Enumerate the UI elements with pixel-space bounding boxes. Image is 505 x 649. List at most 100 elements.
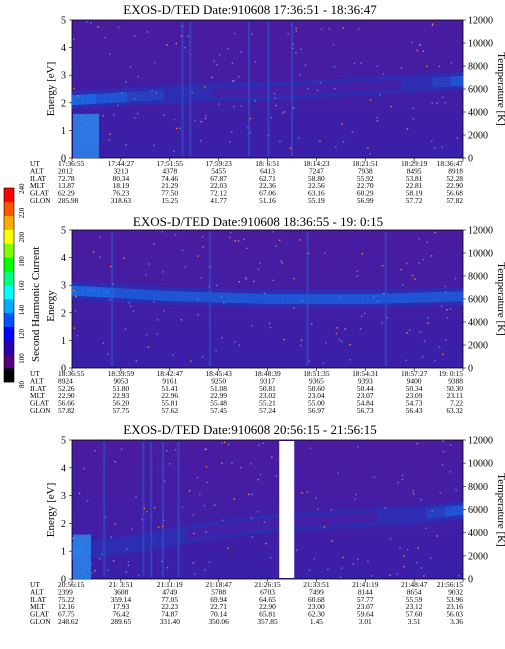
band-core [377,512,384,523]
band-core [310,84,317,95]
ephemeris-value: 22.90 [259,602,276,611]
ephemeris-value: 22.90 [446,181,463,190]
noise-speck [258,444,260,446]
noise-speck [434,360,436,362]
ephemeris-value: 15.25 [161,196,178,205]
noise-speck [449,308,452,310]
band-core [346,294,354,304]
y2-ticks: 0 2000 4000 6000 8000 10000 12000 [463,436,493,586]
noise-speck [325,341,327,344]
band-core [163,533,171,544]
band-core [126,91,134,102]
band-core [255,519,262,530]
noise-speck [107,353,109,355]
ephemeris-table: UTALTILATMLTGLATGLON18:36:55892452.2622.… [30,368,463,415]
ephemeris-value: 8144 [358,587,373,596]
band-core [328,294,336,304]
ephemeris-row-label: UT [30,159,40,168]
noise-speck [306,491,309,494]
ephemeris-value: 56.73 [357,406,374,415]
band-core [346,82,354,93]
band-core [243,293,250,304]
band-core [322,83,329,94]
noise-speck [357,446,359,448]
band-core [426,508,433,519]
time-streak [177,442,180,577]
y-tick-label: 5 [61,436,66,447]
band-core [426,77,433,88]
noise-speck [354,498,356,500]
band-core [304,84,311,95]
band-core [206,526,213,537]
noise-speck [92,251,95,253]
noise-speck [386,316,388,319]
noise-speck [130,305,132,308]
noise-speck [319,140,321,143]
noise-speck [99,236,101,238]
noise-speck [259,474,262,476]
x-tick-label: 18:14:23 [303,159,330,168]
noise-speck [163,309,166,312]
noise-speck [444,102,447,104]
ephemeris-value: 57.82 [446,196,463,205]
y2-tick-label: 8000 [468,62,488,73]
noise-speck [72,537,74,540]
noise-speck [412,493,415,495]
ephemeris-value: 5455 [211,166,226,175]
band-core [249,520,256,531]
ephemeris-value: 56.99 [357,196,374,205]
noise-speck [181,249,184,251]
ephemeris-value: 54.73 [406,399,423,408]
y-tick-label: 1 [61,547,66,558]
noise-speck [431,140,433,143]
y-tick-label: 2 [61,98,66,109]
band-core [236,86,244,97]
noise-speck [240,51,242,53]
noise-speck [231,62,234,64]
noise-speck [446,309,448,311]
ephemeris-value: 9393 [358,376,373,385]
noise-speck [322,362,325,365]
x-tick-label: 21:11:19 [157,580,183,589]
noise-speck [208,561,211,563]
noise-speck [406,332,408,334]
ephemeris-value: 13.87 [58,181,75,190]
noise-speck [213,60,215,62]
band-core [157,534,165,545]
ephemeris-row-label: ILAT [30,595,46,604]
noise-speck [433,147,436,149]
ephemeris-value: 77.05 [161,595,178,604]
noise-speck [268,322,271,325]
y2-axis-label: Temperature [K] [495,52,505,125]
y-tick-label: 3 [61,71,66,82]
colorbar-cell [4,188,14,203]
noise-speck [339,576,342,579]
noise-speck [162,271,164,273]
noise-speck [442,450,445,453]
noise-speck [335,146,337,148]
colorbar-tick-label: 180 [18,256,26,267]
ephemeris-row-label: ILAT [30,384,46,393]
band-core [157,290,165,301]
noise-speck [449,444,452,446]
band-core [218,86,226,97]
band-core [444,291,452,302]
noise-speck [146,510,148,513]
ephemeris-value: 80.34 [113,174,130,183]
ephemeris-value: 23.02 [259,391,276,400]
noise-speck [416,49,419,52]
ephemeris-value: 22.99 [210,391,227,400]
noise-speck [316,89,319,92]
panel-1: EXOS-D/TED Date:910608 17:36:51 - 18:36:… [30,2,505,205]
ephemeris-row-label: MLT [30,602,45,611]
noise-speck [218,103,220,105]
noise-speck [359,328,362,330]
ephemeris-value: 57.45 [210,406,227,415]
ephemeris-value: 76.23 [113,189,130,198]
noise-speck [240,105,243,107]
x-tick-label: 18:57:27 [401,369,428,378]
noise-speck [434,231,436,234]
band-core [389,293,397,304]
noise-speck [357,28,360,30]
noise-speck [204,569,206,571]
